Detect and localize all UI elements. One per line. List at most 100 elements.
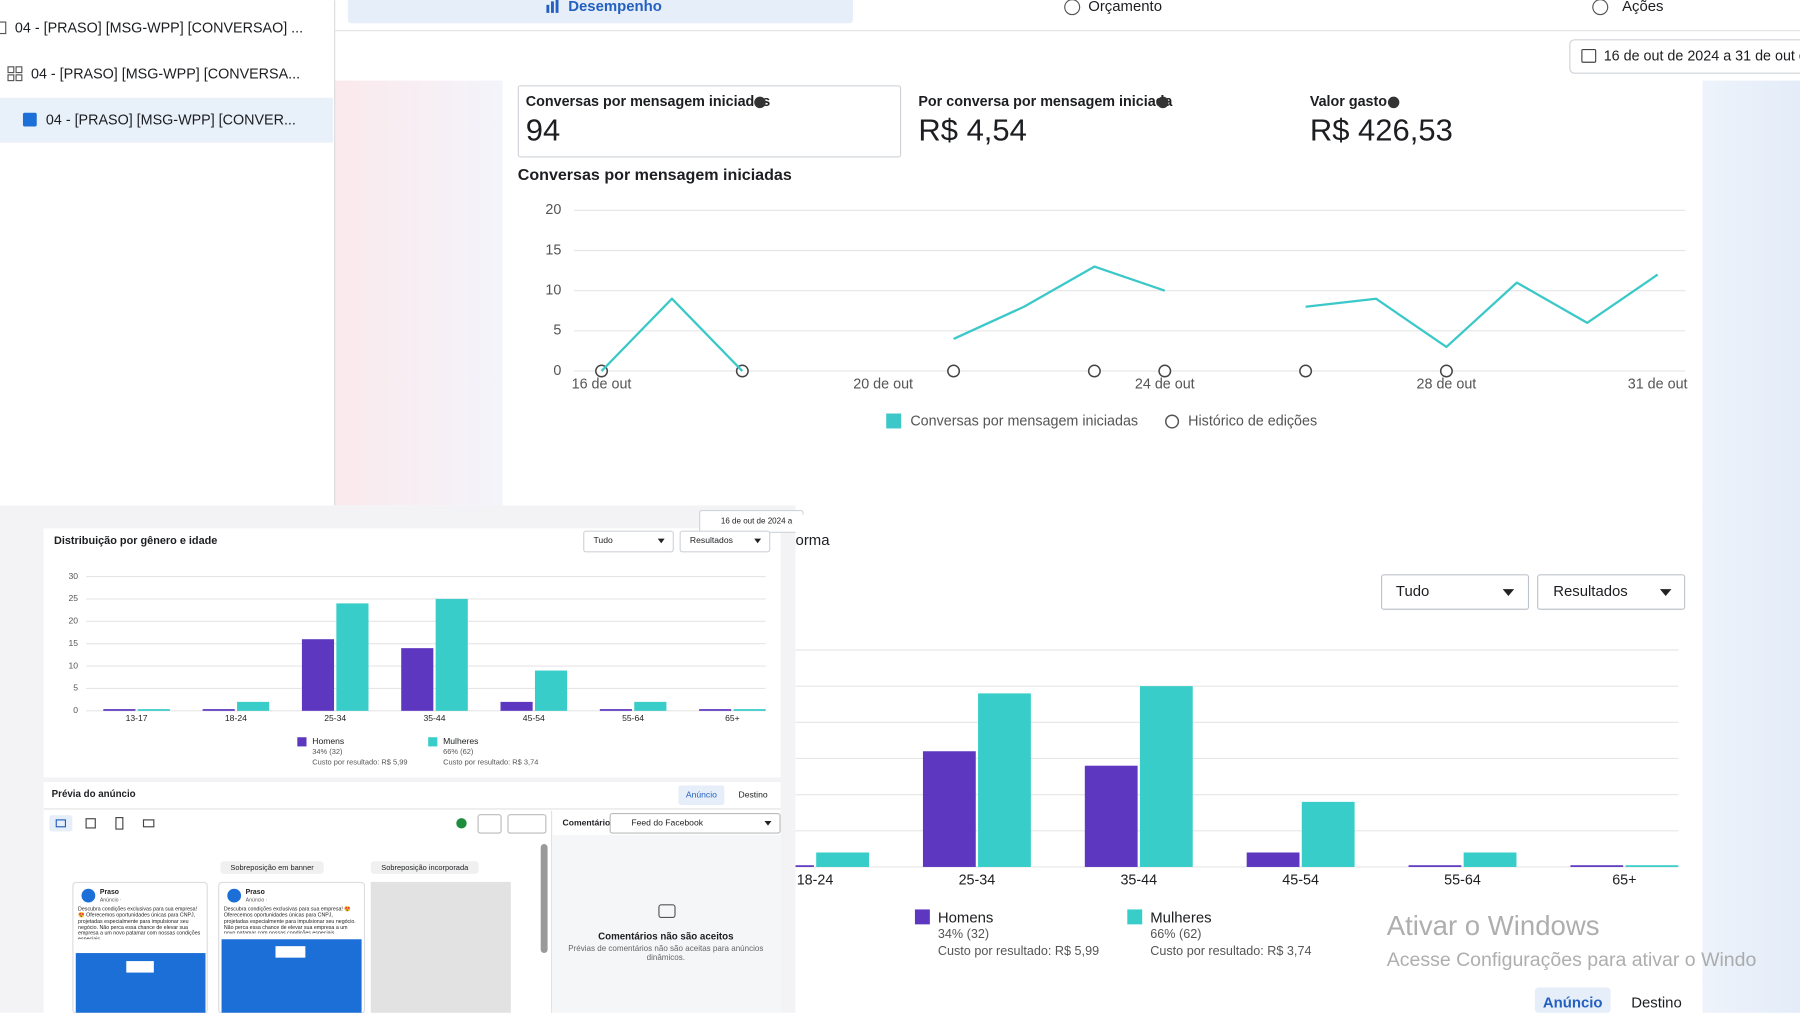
y-tick-label: 25 [68,593,78,603]
sidebar-item[interactable]: 04 - [PRASO] [MSG-WPP] [CONVERSAO] ... [15,21,303,37]
caret [1502,589,1515,597]
bar [1408,865,1462,867]
y-tick-label: 15 [545,242,561,258]
scrollbar[interactable] [540,844,548,954]
ad-sponsored: Anúncio · [246,898,268,904]
y-tick-label: 5 [73,683,78,693]
edit-history-marker [947,364,961,378]
legend-swatch [914,909,930,925]
sidebar-bg [0,0,335,506]
dropdown-label: Resultados [1553,583,1628,600]
metric-value: R$ 4,54 [918,112,1027,147]
legend-share: 66% (62) [1150,927,1201,941]
y-tick-label: 20 [545,202,561,218]
dropdown[interactable] [679,530,771,553]
ad-text-box: Descubra condições exclusivas para sua e… [78,906,200,939]
toolbar-icon [55,819,67,828]
legend-label: Mulheres [1150,910,1211,927]
tab-bar: Desempenho Orçamento Ações [334,0,1800,32]
budget-icon [1064,0,1081,16]
ad-text: Descubra condições exclusivas para sua e… [223,905,356,934]
tab[interactable]: Orçamento [1088,0,1162,15]
main-bg-left [334,80,503,506]
tab[interactable]: Anúncio [1543,995,1603,1012]
comments-label: Comentários [563,818,616,828]
chart-icon [546,0,559,13]
share-button[interactable] [507,814,547,834]
dropdown[interactable] [1537,574,1686,610]
adset-icon [7,66,23,82]
bar [1246,852,1300,867]
ad-page-name: Praso [246,889,265,896]
sidebar-item[interactable]: 04 - [PRASO] [MSG-WPP] [CONVERSA... [31,67,300,83]
y-tick-label: 10 [68,660,78,670]
calendar-icon [1581,49,1597,63]
x-tick-label: 18-24 [797,873,834,889]
legend-cost: Custo por resultado: R$ 3,74 [443,757,538,766]
metrics: Conversas por mensagem iniciadas 94 Por … [517,85,1453,158]
legend-swatch [297,737,307,747]
legend-label: Conversas por mensagem iniciadas [910,413,1138,429]
expand-button[interactable] [477,814,502,834]
sidebar-selected-bg [0,97,333,143]
metric-card-selected[interactable] [517,85,902,158]
bar [978,693,1031,867]
bar [699,709,732,711]
caret [764,821,772,826]
caret [1659,589,1672,597]
dropdown-label: Tudo [1396,583,1429,600]
legend-swatch [1127,909,1143,925]
bars: 13-17 18-24 25-34 35-44 45-54 55-64 65+ [103,598,766,723]
bar [336,603,369,711]
x-tick-label: 13-17 [126,713,148,723]
x-tick-label: 20 de out [853,377,913,393]
tab[interactable]: Destino [1631,995,1682,1012]
x-tick-label: 25-34 [959,873,996,889]
x-tick-label: 55-64 [622,713,644,723]
bar [103,709,136,711]
bar [1139,686,1193,867]
sidebar-item[interactable]: 04 - [PRASO] [MSG-WPP] [CONVER... [46,113,296,129]
preview-tab[interactable]: Anúncio [686,789,717,799]
comments-note: Prévias de comentários não são aceitas p… [568,945,764,963]
toolbar-icon[interactable] [115,817,124,830]
dropdown[interactable] [583,530,674,553]
dropdown[interactable] [1380,574,1530,610]
tab-active-bg [1534,987,1611,1013]
toolbar-icon[interactable] [142,819,155,828]
comments-bg [552,834,781,1013]
tab[interactable]: Desempenho [568,0,662,15]
dropdown-label: Resultados [690,535,733,545]
y-tick-label: 15 [68,638,78,648]
bar [816,852,870,867]
date-button[interactable] [1569,39,1800,74]
tab[interactable]: Ações [1622,0,1663,15]
x-tick-label: 65+ [1612,873,1636,889]
placement-dropdown[interactable] [609,813,781,834]
toolbar-button[interactable] [49,815,73,832]
main-bg-right [1702,80,1800,1013]
comment-icon [658,904,676,919]
info-icon [1387,96,1400,109]
info-icon [754,96,766,109]
bar [1625,865,1679,867]
toolbar-icon[interactable] [85,818,96,829]
overlay-chip [220,861,324,874]
x-tick-label: 16 de out [572,377,632,393]
ad-sponsored: Anúncio · [100,898,122,904]
preview-tab[interactable]: Destino [738,789,767,799]
bar [634,701,667,711]
y-tick-label: 0 [553,363,561,379]
legend-cost: Custo por resultado: R$ 5,99 [312,757,407,766]
bar [795,865,814,867]
date-picker[interactable]: 16 de out de 2024 a 31 de out d [1569,39,1800,74]
x-tick-label: 25-34 [324,713,346,723]
chart-title: orma [796,532,831,549]
ad-preview: Prévia do anúncio Anúncio Destino Coment… [43,782,781,1013]
y-tick-label: 0 [73,705,78,715]
large-bar-chart: orma Tudo Resultados Homens 34% (32) Cus… [795,532,1686,958]
y-tick-label: 5 [553,323,561,339]
bar [1084,765,1138,867]
x-tick-label: 35-44 [1120,873,1157,889]
